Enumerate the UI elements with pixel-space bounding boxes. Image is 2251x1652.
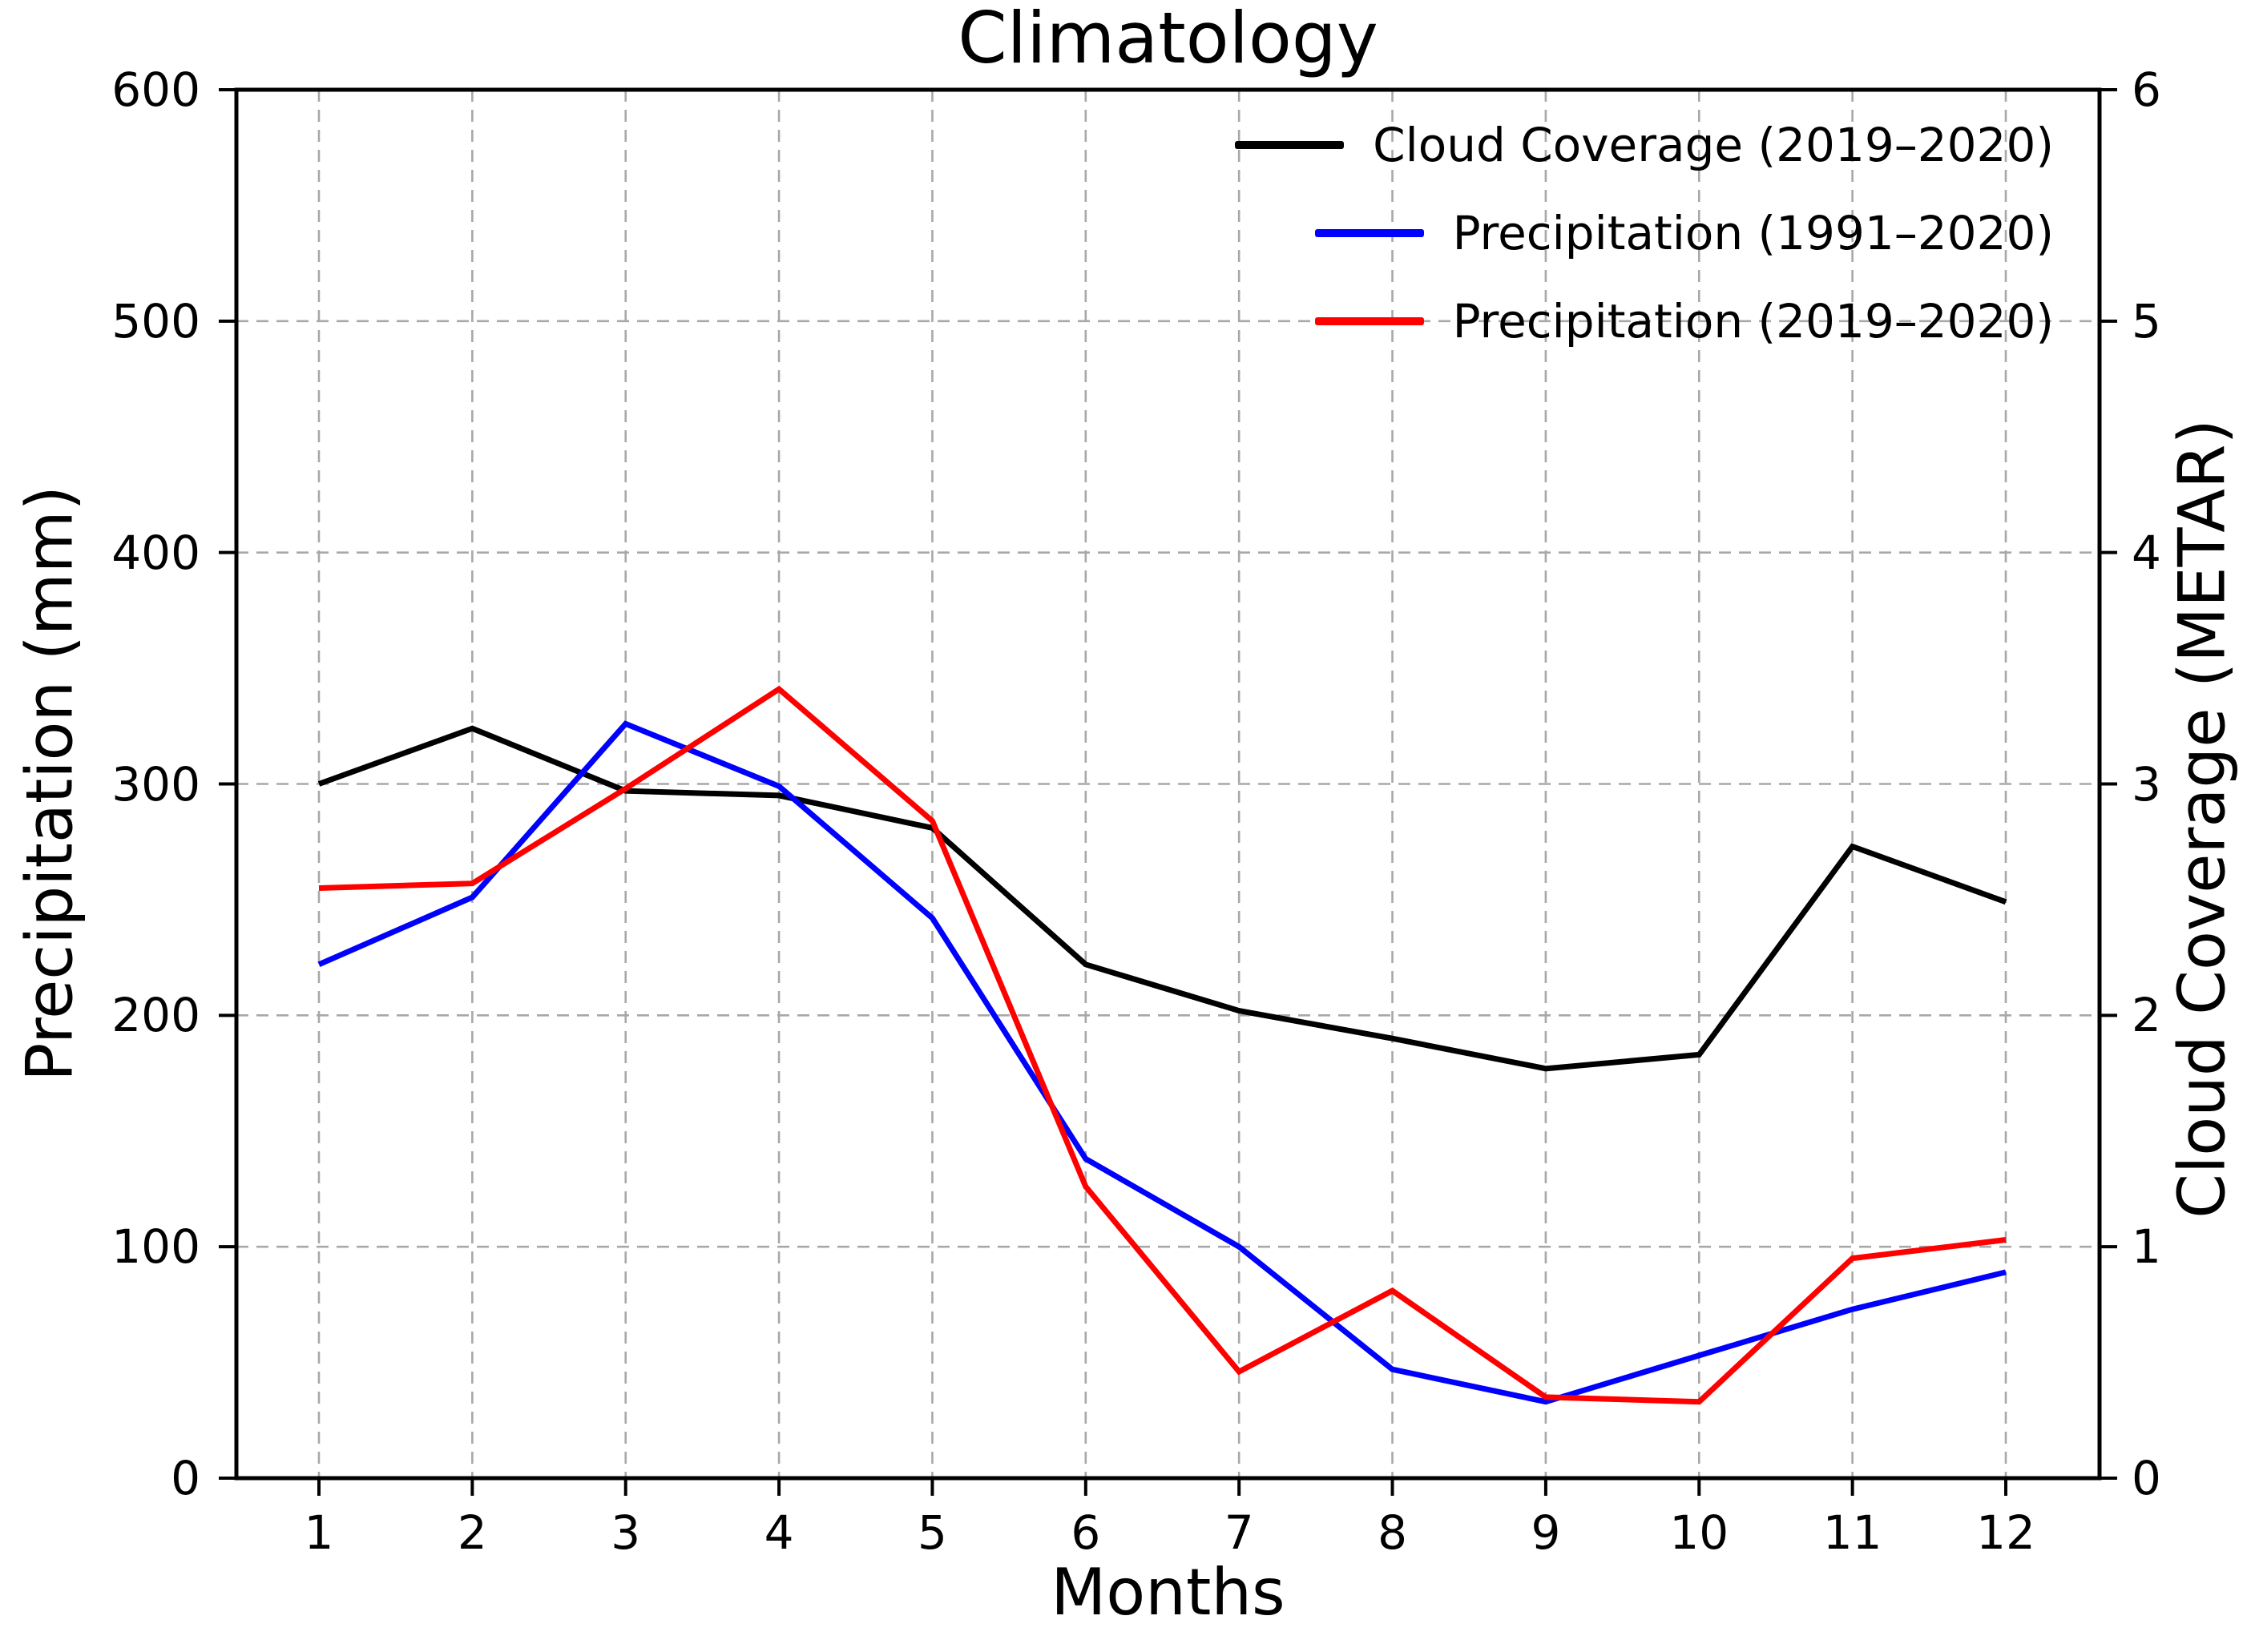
x-tick-label: 2	[457, 1505, 487, 1560]
axis-ticks	[219, 88, 2117, 1496]
y-right-tick-label: 4	[2132, 525, 2161, 580]
plot-frame	[234, 87, 2102, 1481]
y-left-tick-label: 300	[111, 756, 200, 812]
x-tick-label: 6	[1071, 1505, 1101, 1560]
legend-item-cloud-coverage: Cloud Coverage (2019–2020)	[1235, 119, 2054, 171]
y-right-tick-label: 1	[2132, 1219, 2161, 1275]
y-left-tick-label: 400	[111, 525, 200, 580]
y-left-tick-label: 0	[171, 1451, 200, 1505]
y-right-tick-label: 0	[2132, 1451, 2161, 1505]
x-tick-label: 12	[1976, 1505, 2035, 1560]
x-tick-label: 8	[1378, 1505, 1407, 1560]
x-tick-label: 10	[1669, 1505, 1729, 1560]
legend-label: Cloud Coverage (2019–2020)	[1373, 118, 2054, 172]
x-tick-label: 4	[764, 1505, 794, 1560]
right-axis-title: Cloud Coverage (METAR)	[2164, 419, 2240, 1219]
legend-label: Precipitation (2019–2020)	[1452, 294, 2054, 349]
y-left-tick-label: 200	[111, 988, 200, 1043]
series-line-1	[317, 720, 2007, 1405]
x-tick-label: 11	[1822, 1505, 1882, 1560]
legend: Cloud Coverage (2019–2020) Precipitation…	[1235, 119, 2054, 348]
y-right-tick-label: 5	[2132, 293, 2161, 349]
y-left-tick-label: 600	[111, 62, 200, 117]
series-line-2	[318, 685, 2007, 1405]
chart-title: Climatology	[958, 0, 1378, 79]
series-line-0	[317, 725, 2007, 1072]
legend-item-precipitation-1991-2020: Precipitation (1991–2020)	[1314, 206, 2054, 260]
x-tick-label: 9	[1531, 1505, 1561, 1560]
legend-item-precipitation-2019-2020: Precipitation (2019–2020)	[1314, 294, 2054, 349]
legend-line-red	[1314, 317, 1424, 325]
y-right-tick-label: 6	[2132, 62, 2161, 117]
y-right-tick-label: 2	[2132, 988, 2161, 1043]
x-tick-label: 7	[1224, 1505, 1254, 1560]
y-left-tick-label: 100	[111, 1219, 200, 1275]
x-tick-label: 3	[611, 1505, 641, 1560]
legend-label: Precipitation (1991–2020)	[1452, 206, 2054, 260]
legend-line-black	[1235, 141, 1345, 149]
x-tick-label: 5	[918, 1505, 947, 1560]
x-tick-label: 1	[304, 1505, 334, 1560]
legend-line-blue	[1314, 229, 1424, 237]
y-right-tick-label: 3	[2132, 756, 2161, 812]
x-axis-title: Months	[1051, 1555, 1285, 1630]
y-left-tick-label: 500	[111, 293, 200, 349]
